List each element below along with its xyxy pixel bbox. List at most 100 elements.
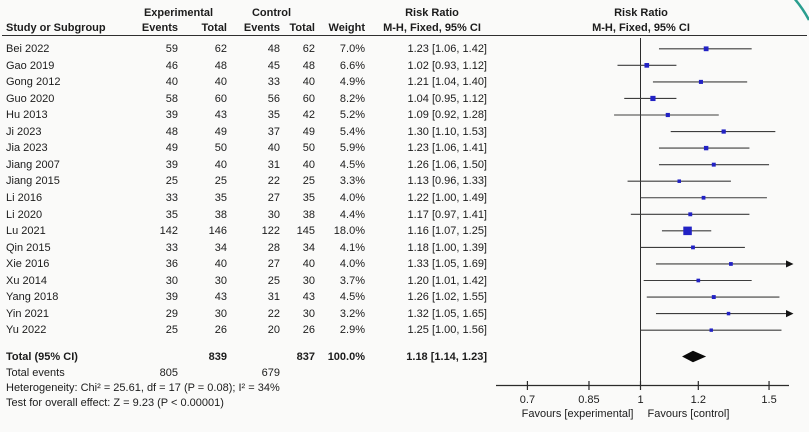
weight: 3.7% <box>339 274 365 287</box>
risk-ratio-ci: 1.20 [1.01, 1.42] <box>407 274 487 287</box>
ctl-events: 27 <box>267 258 280 271</box>
exp-events: 59 <box>165 43 178 55</box>
ctl-events: 56 <box>267 92 280 105</box>
total-ci-text: 1.18 [1.14, 1.23] <box>406 351 487 363</box>
ctl-events: 122 <box>261 225 280 238</box>
ctl-total: 62 <box>302 43 315 55</box>
exp-total: 48 <box>214 59 227 72</box>
exp-total: 38 <box>214 208 227 221</box>
total-label: Total (95% CI) <box>6 351 78 363</box>
study-row: Ji 2023 48 49 37 49 5.4% 1.30 [1.10, 1.53] <box>0 126 809 142</box>
risk-ratio-ci: 1.13 [0.96, 1.33] <box>407 175 487 188</box>
header-underline <box>2 35 807 36</box>
total-events-label: Total events <box>6 367 65 379</box>
method-text-column-header: M-H, Fixed, 95% CI <box>383 22 481 34</box>
ctl-events: 20 <box>267 324 280 337</box>
study-row: Gao 2019 46 48 45 48 6.6% 1.02 [0.93, 1.12] <box>0 60 809 76</box>
weight: 4.4% <box>339 208 365 221</box>
exp-events: 39 <box>165 291 178 304</box>
total-events-ctl: 679 <box>261 367 280 379</box>
study-name: Ji 2023 <box>6 125 42 138</box>
risk-ratio-ci: 1.32 [1.05, 1.65] <box>407 307 487 320</box>
method-plot-column-header: M-H, Fixed, 95% CI <box>592 22 690 34</box>
exp-events-column-header: Events <box>141 22 178 34</box>
study-row: Guo 2020 58 60 56 60 8.2% 1.04 [0.95, 1.12] <box>0 93 809 109</box>
weight: 5.9% <box>339 142 365 155</box>
exp-events: 29 <box>165 307 178 320</box>
exp-events: 36 <box>165 258 178 271</box>
ctl-total: 48 <box>302 59 315 72</box>
exp-events: 39 <box>165 158 178 171</box>
total-row: Total (95% CI) 839 837 100.0% 1.18 [1.14… <box>0 351 809 367</box>
study-row: Yang 2018 39 43 31 43 4.5% 1.26 [1.02, 1.55] <box>0 291 809 307</box>
total-events-exp: 805 <box>159 367 178 379</box>
study-name: Yu 2022 <box>6 324 47 337</box>
exp-events: 25 <box>165 175 178 188</box>
study-row: Lu 2021 142 146 122 145 18.0% 1.16 [1.07, 1.25… <box>0 225 809 241</box>
study-name: Yang 2018 <box>6 291 59 304</box>
exp-events: 40 <box>165 76 178 89</box>
exp-events: 35 <box>165 208 178 221</box>
exp-total: 146 <box>208 225 227 238</box>
risk-ratio-ci: 1.21 [1.04, 1.40] <box>407 76 487 89</box>
study-row: Qin 2015 33 34 28 34 4.1% 1.18 [1.00, 1.39] <box>0 242 809 258</box>
favours-experimental-label: Favours [experimental] <box>522 408 634 420</box>
total-events-row: Total events 805 679 <box>0 367 809 383</box>
ctl-total: 145 <box>296 225 315 238</box>
ctl-events: 27 <box>267 191 280 204</box>
study-name: Yin 2021 <box>6 307 50 320</box>
risk-ratio-ci: 1.26 [1.02, 1.55] <box>407 291 487 304</box>
ctl-total: 40 <box>302 76 315 89</box>
risk-ratio-ci: 1.02 [0.93, 1.12] <box>407 59 487 72</box>
ctl-total: 49 <box>302 125 315 138</box>
ctl-total: 40 <box>302 158 315 171</box>
overall-effect-note: Test for overall effect: Z = 9.23 (P < 0… <box>6 397 224 409</box>
exp-total: 40 <box>214 258 227 271</box>
weight: 4.5% <box>339 158 365 171</box>
total-weight: 100.0% <box>327 351 365 363</box>
total-ctl-total: 837 <box>296 351 315 363</box>
risk-ratio-ci: 1.26 [1.06, 1.50] <box>407 158 487 171</box>
study-row: Jia 2023 49 50 40 50 5.9% 1.23 [1.06, 1.41] <box>0 142 809 158</box>
exp-events: 46 <box>165 59 178 72</box>
total-exp-total: 839 <box>208 351 227 363</box>
study-name: Li 2020 <box>6 208 43 221</box>
ctl-total: 34 <box>302 241 315 254</box>
study-row: Gong 2012 40 40 33 40 4.9% 1.21 [1.04, 1.40] <box>0 76 809 92</box>
exp-total-column-header: Total <box>201 22 227 34</box>
exp-total: 40 <box>214 158 227 171</box>
control-group-header: Control <box>251 7 292 19</box>
study-row: Xie 2016 36 40 27 40 4.0% 1.33 [1.05, 1.69] <box>0 258 809 274</box>
axis-tick-label: 1.5 <box>761 394 776 406</box>
ctl-total: 40 <box>302 258 315 271</box>
ctl-total: 35 <box>302 191 315 204</box>
exp-events: 142 <box>159 225 178 238</box>
ctl-events: 31 <box>267 291 280 304</box>
ctl-total: 42 <box>302 109 315 122</box>
exp-events: 48 <box>165 125 178 138</box>
study-name: Gao 2019 <box>6 59 55 72</box>
exp-events: 33 <box>165 241 178 254</box>
study-name: Jia 2023 <box>6 142 48 155</box>
risk-ratio-ci: 1.04 [0.95, 1.12] <box>407 92 487 105</box>
ctl-events: 45 <box>267 59 280 72</box>
ctl-total: 26 <box>302 324 315 337</box>
ctl-events: 30 <box>267 208 280 221</box>
ctl-events-column-header: Events <box>243 22 280 34</box>
exp-total: 30 <box>214 307 227 320</box>
risk-ratio-ci: 1.22 [1.00, 1.49] <box>407 191 487 204</box>
study-name: Li 2016 <box>6 191 43 204</box>
risk-ratio-ci: 1.30 [1.10, 1.53] <box>407 125 487 138</box>
weight: 18.0% <box>333 225 365 238</box>
study-row: Jiang 2007 39 40 31 40 4.5% 1.26 [1.06, 1.50] <box>0 159 809 175</box>
study-row: Yin 2021 29 30 22 30 3.2% 1.32 [1.05, 1.65] <box>0 308 809 324</box>
risk-ratio-ci: 1.17 [0.97, 1.41] <box>407 208 487 221</box>
study-column-header: Study or Subgroup <box>6 22 106 34</box>
corner-arc-decoration <box>793 0 809 21</box>
study-row: Yu 2022 25 26 20 26 2.9% 1.25 [1.00, 1.56] <box>0 324 809 340</box>
study-name: Lu 2021 <box>6 225 46 238</box>
exp-total: 35 <box>214 191 227 204</box>
ctl-events: 33 <box>267 76 280 89</box>
ctl-total: 25 <box>302 175 315 188</box>
exp-total: 26 <box>214 324 227 337</box>
